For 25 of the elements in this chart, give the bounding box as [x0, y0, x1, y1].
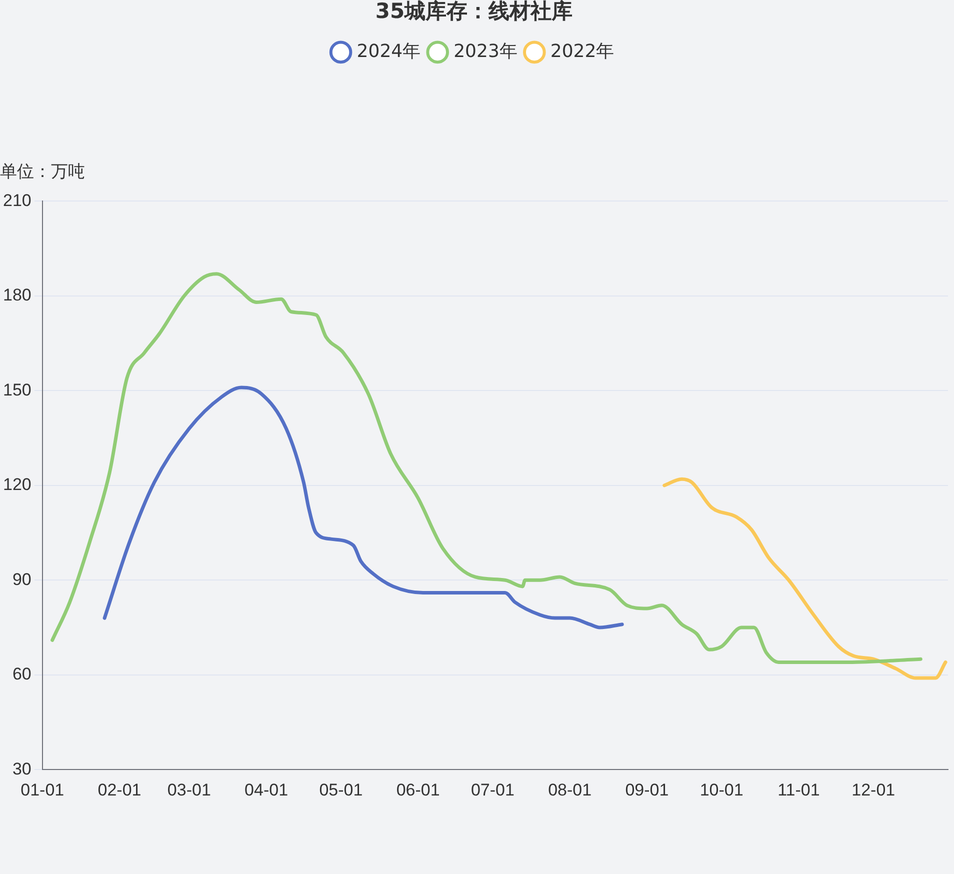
x-tick-label: 07-01	[470, 780, 514, 800]
y-tick-label: 120	[2, 475, 32, 494]
x-tick-label: 12-01	[852, 780, 896, 800]
y-axis-title: 单位：万吨	[0, 162, 85, 182]
y-tick-label: 60	[12, 664, 32, 684]
y-tick-label: 210	[2, 190, 32, 210]
legend-label: 2023年	[454, 40, 518, 62]
x-tick-label: 05-01	[319, 780, 363, 800]
x-tick-label: 03-01	[167, 780, 211, 800]
x-tick-label: 08-01	[548, 780, 592, 800]
x-tick-label: 09-01	[625, 780, 669, 800]
y-tick-label: 90	[12, 570, 32, 589]
line-series	[662, 477, 948, 680]
y-tick-label: 30	[12, 759, 32, 778]
x-tick-label: 02-01	[98, 780, 142, 800]
legend-label: 2024年	[356, 40, 421, 62]
y-tick-label: 150	[2, 380, 32, 400]
x-tick-label: 01-01	[20, 780, 64, 800]
chart-title: 35城库存：线材社库	[375, 0, 573, 24]
x-tick-label: 11-01	[778, 780, 820, 800]
x-tick-label: 04-01	[244, 780, 288, 800]
y-tick-label: 180	[2, 286, 32, 305]
x-tick-label: 06-01	[396, 780, 440, 800]
legend-label: 2022年	[550, 40, 614, 62]
x-tick-label: 10-01	[700, 780, 744, 800]
